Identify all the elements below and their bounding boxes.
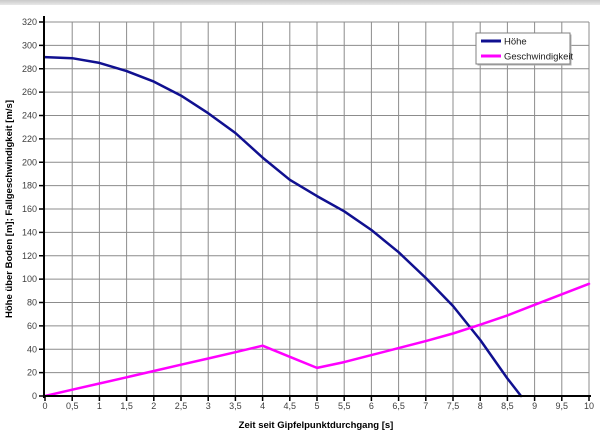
x-tick-label: 0: [42, 401, 47, 411]
x-tick-label: 8: [478, 401, 483, 411]
y-tick-label: 120: [22, 251, 37, 261]
x-tick-label: 6,5: [392, 401, 405, 411]
series-line-höhe: [43, 55, 523, 398]
y-tick-label: 20: [27, 368, 37, 378]
tick-marks: [39, 21, 590, 401]
gridlines: [45, 21, 590, 396]
x-tick-label: 5: [314, 401, 319, 411]
x-tick-label: 9,5: [556, 401, 569, 411]
x-tick-label: 8,5: [501, 401, 514, 411]
y-tick-label: 220: [22, 134, 37, 144]
y-axis-title: Höhe über Boden [m]; Fallgeschwindigkeit…: [4, 100, 15, 318]
y-tick-label: 300: [22, 40, 37, 50]
y-tick-label: 160: [22, 204, 37, 214]
x-tick-label: 7: [423, 401, 428, 411]
x-tick-label: 1,5: [120, 401, 133, 411]
x-tick-label: 6: [369, 401, 374, 411]
y-tick-label: 100: [22, 274, 37, 284]
y-tick-label: 280: [22, 64, 37, 74]
legend-box: [475, 32, 571, 65]
x-axis-title: Zeit seit Gipfelpunktdurchgang [s]: [239, 420, 394, 431]
data-series: [43, 55, 591, 398]
y-tick-label: 40: [27, 344, 37, 354]
y-tick-label: 200: [22, 157, 37, 167]
y-tick-label: 180: [22, 181, 37, 191]
legend-label-hoehe: Höhe: [504, 37, 527, 48]
y-tick-label: 320: [22, 17, 37, 27]
x-tick-label: 4,5: [284, 401, 297, 411]
x-tick-label: 0,5: [66, 401, 79, 411]
x-tick-label: 10: [584, 401, 594, 411]
x-tick-label: 3: [206, 401, 211, 411]
legend: Höhe Geschwindigkeit: [475, 32, 574, 66]
y-tick-label: 80: [27, 298, 37, 308]
x-tick-label: 9: [532, 401, 537, 411]
y-tick-label: 60: [27, 321, 37, 331]
x-tick-label: 2: [151, 401, 156, 411]
x-tick-label: 3,5: [229, 401, 242, 411]
legend-label-geschwindigkeit: Geschwindigkeit: [504, 52, 574, 63]
window-top-edge: [0, 0, 600, 5]
y-tick-label: 260: [22, 87, 37, 97]
y-tick-label: 240: [22, 111, 37, 121]
x-tick-label: 1: [97, 401, 102, 411]
y-tick-label: 0: [32, 391, 37, 401]
y-tick-label: 140: [22, 227, 37, 237]
x-tick-label: 4: [260, 401, 265, 411]
x-tick-label: 2,5: [175, 401, 188, 411]
x-tick-label: 7,5: [447, 401, 460, 411]
series-line-geschwindigkeit: [43, 282, 591, 398]
x-tick-label: 5,5: [338, 401, 351, 411]
tick-labels: 0 0,5 1 1,5 2 2,5 3 3,5 4 4,5 5 5,5 6 6,5 7 7,5 8 8,5 9 9,5…: [22, 17, 594, 411]
